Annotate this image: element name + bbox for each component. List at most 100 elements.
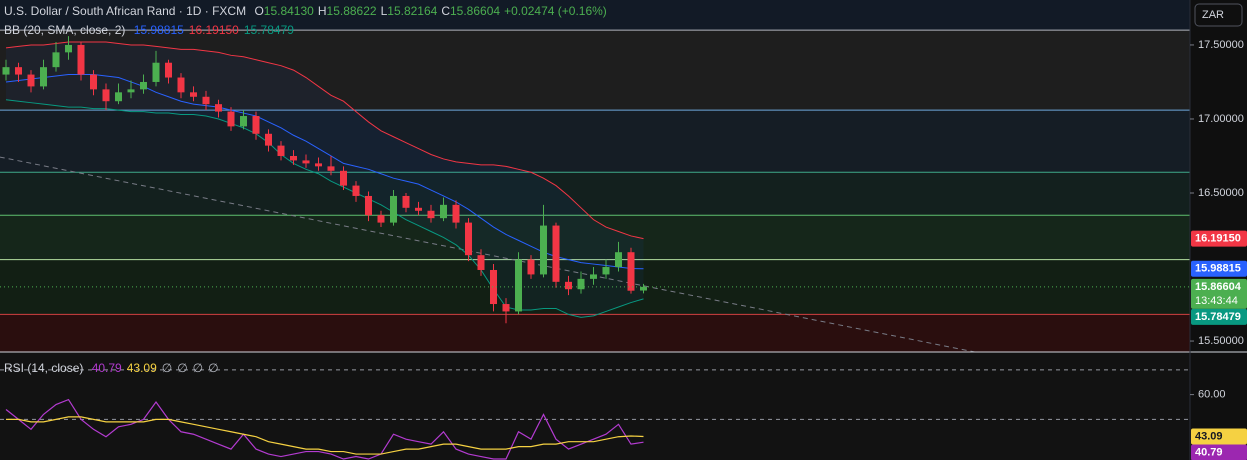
candle-body — [577, 278, 585, 290]
ohlc-key: L — [380, 4, 388, 18]
ohlc-key: O — [254, 4, 264, 18]
candle-body — [340, 170, 347, 186]
y-tick-label: 60.00 — [1198, 389, 1226, 401]
bb-fill — [6, 41, 644, 318]
change: +0.02474 (+0.16%) — [504, 4, 607, 18]
ohlc-item: L15.82164 — [381, 4, 438, 18]
candle-body — [627, 252, 635, 291]
candle-body — [440, 204, 447, 219]
candle-body — [152, 62, 160, 82]
ohlc-item: O15.84130 — [254, 4, 313, 18]
candle-body — [290, 155, 297, 161]
candle-body — [327, 166, 335, 171]
symbol-legend: U.S. Dollar / South African Rand · 1D · … — [4, 4, 612, 18]
candle-body — [190, 92, 197, 97]
level-zone — [0, 259, 1190, 315]
rsi-value: ∅ — [208, 361, 219, 375]
candle-body — [215, 104, 222, 112]
candle-body — [102, 89, 110, 102]
bb-line — [5, 74, 644, 270]
rsi-value: ∅ — [161, 361, 173, 375]
candle-body — [565, 281, 572, 290]
level-zone — [0, 172, 1190, 216]
price-tag-label: 43.09 — [1195, 430, 1223, 442]
candle-body — [415, 207, 422, 211]
candle-body — [140, 81, 147, 90]
level-zone — [0, 314, 1190, 352]
bb-value: 15.98815 — [133, 23, 184, 37]
candle-body — [15, 67, 22, 75]
trendline — [0, 156, 975, 353]
candle-body — [502, 304, 510, 312]
candle-body — [352, 185, 360, 196]
price-tag-label: 15.78479 — [1195, 311, 1241, 323]
price-tag — [1191, 230, 1247, 247]
level-zone — [0, 30, 1190, 111]
candle-body — [590, 274, 597, 279]
candle-body — [202, 96, 210, 105]
candle-body — [552, 225, 560, 282]
currency-label: ZAR — [1202, 9, 1224, 21]
bb-line — [5, 41, 644, 240]
header-bg — [0, 0, 1190, 30]
candle-body — [2, 67, 10, 75]
candle-body — [615, 252, 622, 268]
bb-value: 15.78479 — [243, 23, 294, 37]
price-tag — [1191, 260, 1247, 277]
ohlc-value: 15.84130 — [263, 4, 314, 18]
level-zone — [0, 215, 1190, 260]
rsi-title: RSI (14, close) — [4, 361, 84, 375]
bb-title: BB (20, SMA, close, 2) — [4, 23, 126, 37]
candle-body — [265, 133, 272, 146]
ohlc-item: C15.86604 — [441, 4, 500, 18]
candle-body — [127, 89, 135, 93]
y-tick-label: 17.50000 — [1198, 39, 1244, 51]
candle-body — [490, 269, 497, 305]
candle-body — [227, 111, 235, 127]
candle-body — [165, 62, 172, 78]
ohlc-item: H15.88622 — [318, 4, 377, 18]
y-tick-label: 16.50000 — [1198, 187, 1244, 199]
bb-value: 16.19150 — [188, 23, 239, 37]
candle-body — [477, 255, 485, 270]
countdown: 13:43:44 — [1195, 295, 1238, 307]
candle-body — [540, 225, 547, 275]
ohlc-key: H — [317, 4, 327, 18]
candle-body — [52, 52, 60, 68]
price-tag — [1191, 444, 1247, 460]
level-zone — [0, 110, 1190, 173]
candle-body — [640, 286, 647, 291]
candle-body — [90, 74, 97, 90]
rsi-value: ∅ — [177, 361, 188, 375]
candle-body — [452, 204, 460, 223]
price-tag — [1191, 278, 1247, 309]
candle-body — [390, 195, 397, 223]
ohlc-value: 15.82164 — [387, 4, 438, 18]
ohlc-value: 15.86604 — [450, 4, 501, 18]
rsi-value: 43.09 — [126, 361, 157, 375]
candle-body — [465, 222, 472, 256]
candle-body — [402, 195, 410, 208]
price-tag-label: 15.98815 — [1195, 263, 1241, 275]
price-tag-label: 15.86604 — [1195, 281, 1242, 293]
ohlc-value: 15.88622 — [326, 4, 377, 18]
bb-legend: BB (20, SMA, close, 2) 15.98815 16.19150 1… — [4, 23, 299, 37]
candle-body — [177, 77, 185, 93]
axis-bg — [1190, 0, 1247, 460]
candle-body — [427, 210, 435, 219]
price-tag — [1191, 308, 1247, 325]
currency-box — [1194, 3, 1243, 27]
candle-body — [302, 160, 310, 164]
candle-body — [27, 74, 35, 87]
y-tick-label: 17.00000 — [1198, 113, 1244, 125]
rsi-value: 40.79 — [91, 361, 122, 375]
price-tag-label: 40.79 — [1195, 446, 1223, 458]
candle-body — [315, 163, 322, 167]
candle-body — [40, 67, 47, 87]
candle-body — [515, 259, 522, 312]
candle-body — [65, 44, 72, 53]
candle-body — [527, 259, 535, 275]
y-tick-label: 15.50000 — [1198, 335, 1244, 347]
rsi-line — [5, 398, 644, 460]
